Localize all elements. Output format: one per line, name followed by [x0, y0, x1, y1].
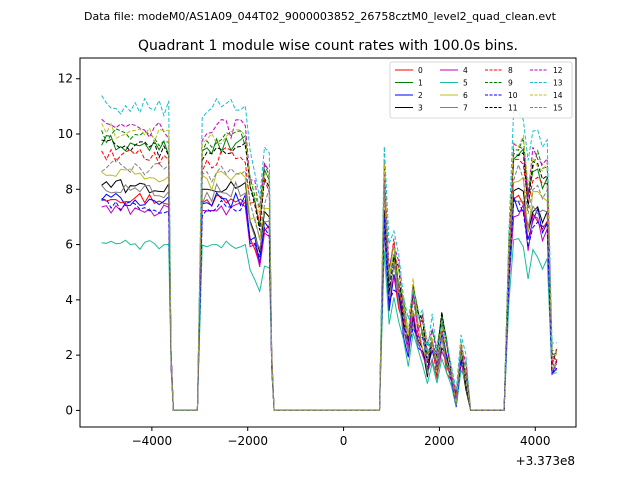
y-tick-label: 12 [58, 72, 73, 86]
x-tick-label: −2000 [227, 434, 268, 448]
series-layer [101, 95, 558, 411]
legend-label-0: 0 [418, 66, 423, 75]
series-line-15 [101, 157, 558, 411]
legend-label-15: 15 [553, 104, 563, 113]
legend-box [389, 61, 573, 119]
y-tick-label: 4 [65, 293, 73, 307]
x-tick-label: 0 [340, 434, 348, 448]
legend-label-1: 1 [418, 79, 423, 88]
y-tick-label: 0 [65, 403, 73, 417]
legend-label-13: 13 [553, 79, 563, 88]
y-tick-label: 6 [65, 238, 73, 252]
legend-label-14: 14 [553, 91, 563, 100]
legend-label-9: 9 [508, 79, 513, 88]
x-offset-label: +3.373e8 [516, 454, 575, 468]
legend-label-11: 11 [508, 104, 518, 113]
legend-label-5: 5 [463, 79, 468, 88]
suptitle: Data file: modeM0/AS1A09_044T02_90000038… [84, 10, 557, 23]
legend-label-7: 7 [463, 104, 468, 113]
legend-label-10: 10 [508, 91, 518, 100]
plot-frame [79, 57, 577, 428]
x-tick-label: 2000 [424, 434, 455, 448]
x-axis: −4000 −2000 0 2000 4000 [132, 427, 551, 448]
y-tick-label: 8 [65, 182, 73, 196]
legend-label-8: 8 [508, 66, 513, 75]
legend-label-3: 3 [418, 104, 423, 113]
chart-title: Quadrant 1 module wise count rates with … [138, 38, 518, 54]
y-tick-label: 10 [58, 127, 73, 141]
legend-label-2: 2 [418, 91, 423, 100]
legend-label-12: 12 [553, 66, 563, 75]
legend-label-4: 4 [463, 66, 468, 75]
y-axis: 0 2 4 6 8 10 12 [58, 72, 80, 417]
x-tick-label: 4000 [520, 434, 551, 448]
x-tick-label: −4000 [132, 434, 173, 448]
plot-area [80, 58, 576, 427]
y-tick-label: 2 [65, 348, 73, 362]
legend-label-6: 6 [463, 91, 468, 100]
